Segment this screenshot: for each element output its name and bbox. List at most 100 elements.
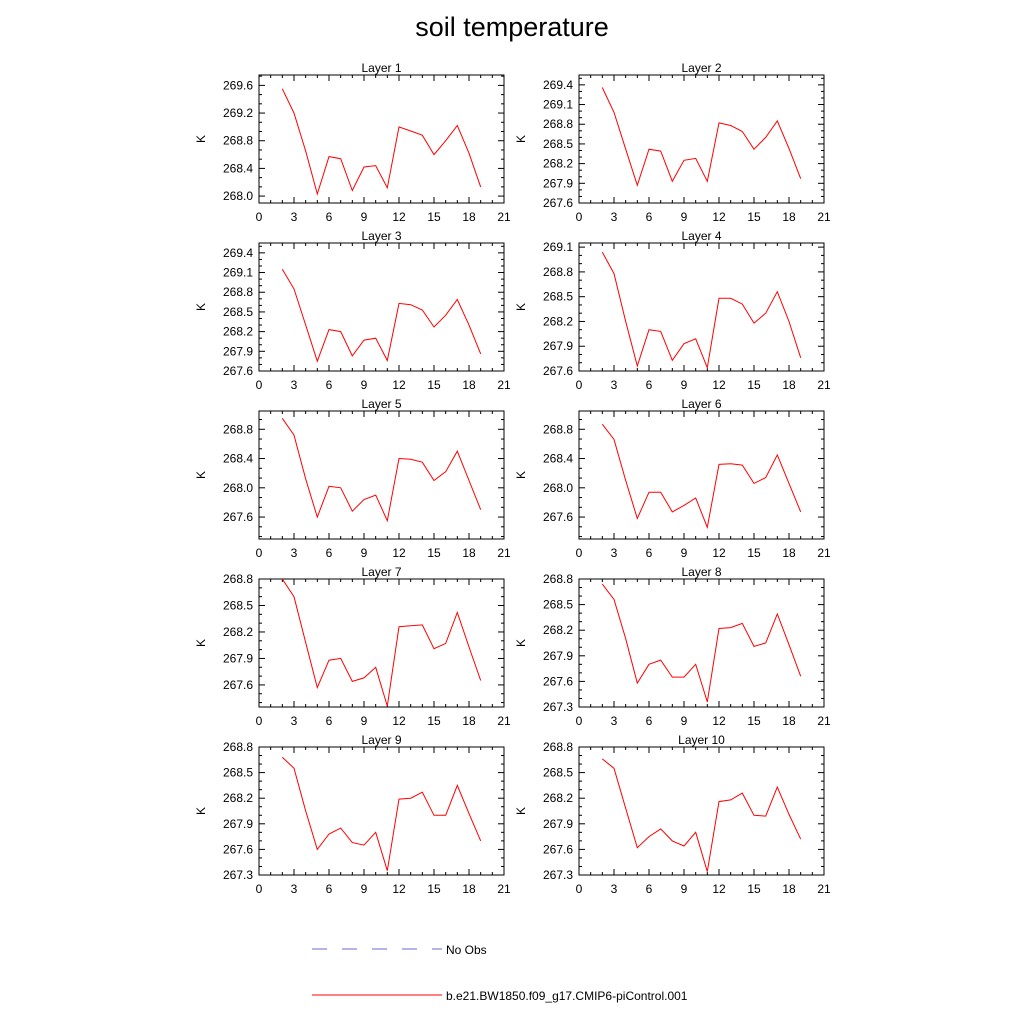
y-tick-label: 269.4 <box>223 246 253 260</box>
x-tick-label: 18 <box>782 882 796 896</box>
x-tick-label: 0 <box>576 546 583 560</box>
x-tick-label: 3 <box>291 210 298 224</box>
y-tick-label: 268.4 <box>223 452 253 466</box>
x-tick-label: 3 <box>611 210 618 224</box>
x-tick-label: 6 <box>326 882 333 896</box>
panel-layer-2: Layer 2 K 0 3 6 9 12 15 18 21 267.6 267.9 268.2 268.5… <box>514 61 831 224</box>
y-tick-label: 267.6 <box>543 196 573 210</box>
x-tick-label: 9 <box>361 378 368 392</box>
y-tick-label: 267.9 <box>543 817 573 831</box>
x-tick-label: 3 <box>611 378 618 392</box>
panel-title: Layer 1 <box>361 61 401 75</box>
x-tick-label: 6 <box>326 378 333 392</box>
panel-title: Layer 10 <box>678 733 725 747</box>
x-tick-label: 18 <box>782 546 796 560</box>
x-tick-label: 0 <box>576 882 583 896</box>
series-line <box>601 423 802 530</box>
y-tick-label: 267.9 <box>223 817 253 831</box>
plot-frame <box>258 74 505 204</box>
x-tick-label: 21 <box>817 546 831 560</box>
y-tick-label: 268.8 <box>223 572 253 586</box>
panel-layer-5: Layer 5 K 0 3 6 9 12 15 18 21 267.6 268.0 268.4 268.8 <box>194 397 511 560</box>
y-tick-label: 268.4 <box>543 452 573 466</box>
y-tick-label: 268.8 <box>543 740 573 754</box>
x-tick-label: 21 <box>497 378 511 392</box>
x-tick-label: 15 <box>747 714 761 728</box>
y-tick-label: 268.2 <box>543 791 573 805</box>
x-tick-label: 21 <box>817 378 831 392</box>
x-tick-label: 18 <box>462 378 476 392</box>
y-tick-label: 267.6 <box>543 510 573 524</box>
series-line <box>601 251 802 370</box>
y-tick-label: 268.2 <box>543 623 573 637</box>
y-tick-label: 267.6 <box>223 510 253 524</box>
x-tick-label: 18 <box>462 714 476 728</box>
x-tick-label: 21 <box>497 546 511 560</box>
y-axis-label: K <box>514 471 528 479</box>
x-tick-label: 21 <box>497 714 511 728</box>
y-tick-label: 268.8 <box>543 117 573 131</box>
x-tick-label: 3 <box>291 714 298 728</box>
series-line <box>281 269 482 363</box>
x-tick-label: 3 <box>291 546 298 560</box>
y-tick-label: 268.0 <box>223 189 253 203</box>
series-line <box>601 583 802 703</box>
y-tick-label: 268.2 <box>543 314 573 328</box>
panel-layer-9: Layer 9 K 0 3 6 9 12 15 18 21 267.3 267.6 267.9 268.2… <box>194 733 511 896</box>
x-tick-label: 12 <box>712 714 726 728</box>
x-tick-label: 12 <box>712 378 726 392</box>
x-tick-label: 15 <box>747 882 761 896</box>
panel-title: Layer 3 <box>361 229 401 243</box>
plot-frame <box>258 578 505 708</box>
x-tick-label: 9 <box>681 714 688 728</box>
y-tick-label: 268.8 <box>223 422 253 436</box>
x-tick-label: 3 <box>291 378 298 392</box>
panel-title: Layer 2 <box>681 61 721 75</box>
legend-label-no-obs: No Obs <box>446 943 487 957</box>
x-tick-label: 9 <box>361 882 368 896</box>
x-tick-label: 12 <box>712 546 726 560</box>
y-axis-label: K <box>194 303 208 311</box>
y-tick-label: 267.6 <box>543 364 573 378</box>
x-tick-label: 6 <box>646 882 653 896</box>
y-axis-label: K <box>514 639 528 647</box>
x-tick-label: 6 <box>646 210 653 224</box>
y-tick-label: 269.4 <box>543 78 573 92</box>
panel-title: Layer 8 <box>681 565 721 579</box>
panel-title: Layer 7 <box>361 565 401 579</box>
x-tick-label: 9 <box>361 210 368 224</box>
chart-title: soil temperature <box>415 12 609 42</box>
panel-layer-7: Layer 7 K 0 3 6 9 12 15 18 21 267.6 267.9 268.2 268.5… <box>194 565 511 728</box>
x-tick-label: 9 <box>681 378 688 392</box>
x-tick-label: 6 <box>326 546 333 560</box>
x-tick-label: 3 <box>611 714 618 728</box>
y-tick-label: 269.1 <box>223 266 253 280</box>
y-tick-label: 268.5 <box>543 137 573 151</box>
panel-title: Layer 5 <box>361 397 401 411</box>
series-line <box>601 758 802 872</box>
y-tick-label: 268.8 <box>543 265 573 279</box>
series-line <box>281 578 482 707</box>
y-tick-label: 268.8 <box>543 572 573 586</box>
x-tick-label: 12 <box>712 882 726 896</box>
panel-title: Layer 6 <box>681 397 721 411</box>
x-tick-label: 15 <box>747 546 761 560</box>
x-tick-label: 3 <box>611 546 618 560</box>
y-tick-label: 267.6 <box>223 678 253 692</box>
x-tick-label: 21 <box>817 714 831 728</box>
x-tick-label: 6 <box>326 714 333 728</box>
x-tick-label: 0 <box>256 378 263 392</box>
x-tick-label: 15 <box>747 378 761 392</box>
y-tick-label: 267.6 <box>223 364 253 378</box>
y-axis-label: K <box>194 807 208 815</box>
x-tick-label: 0 <box>256 210 263 224</box>
y-tick-label: 268.4 <box>223 161 253 175</box>
x-tick-label: 15 <box>427 210 441 224</box>
x-tick-label: 18 <box>462 546 476 560</box>
panel-title: Layer 4 <box>681 229 721 243</box>
y-tick-label: 268.5 <box>223 766 253 780</box>
y-tick-label: 268.8 <box>543 422 573 436</box>
x-tick-label: 6 <box>646 546 653 560</box>
y-tick-label: 267.6 <box>543 674 573 688</box>
plot-frame <box>578 578 825 708</box>
